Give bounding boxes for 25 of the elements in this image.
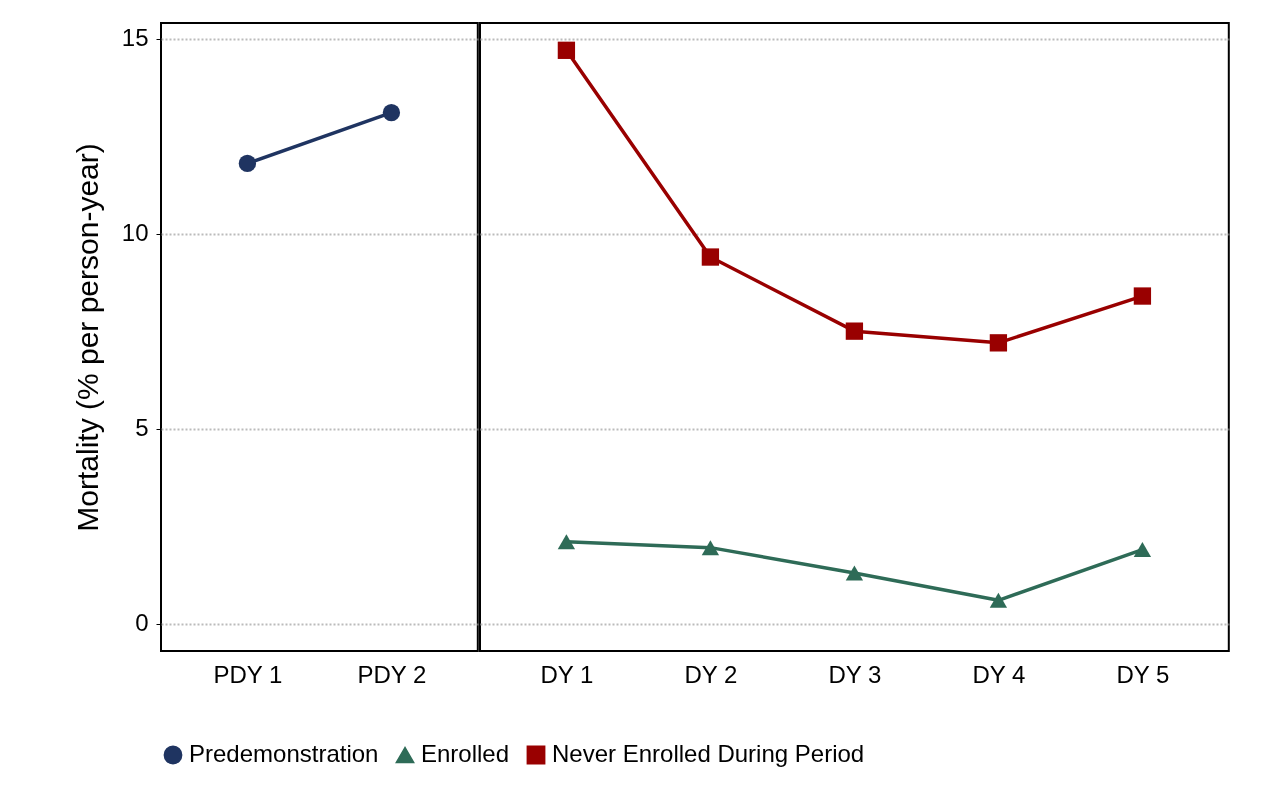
point [845, 565, 864, 581]
point [557, 534, 576, 550]
y-tick-label: 15 [121, 24, 149, 52]
point [1133, 542, 1152, 558]
point [845, 322, 864, 340]
legend-label: Predemonstration [189, 740, 379, 767]
point [989, 334, 1008, 352]
point [1133, 287, 1152, 305]
point [989, 592, 1008, 608]
x-tick-label: DY 5 [1116, 660, 1170, 688]
point [701, 248, 720, 266]
x-tick-label: DY 4 [972, 660, 1026, 688]
y-tick-label: 5 [135, 414, 149, 442]
y-tick-label: 10 [121, 219, 149, 247]
legend-label: Never Enrolled During Period [552, 740, 865, 767]
x-tick-label: DY 2 [684, 660, 738, 688]
point [701, 540, 720, 556]
legend-label: Enrolled [421, 740, 510, 767]
point [557, 41, 576, 59]
x-tick-label: PDY 2 [357, 660, 427, 688]
y-axis-title: Mortality (% per person-year) [70, 143, 104, 532]
x-tick-label: DY 3 [828, 660, 882, 688]
x-tick-label: DY 1 [540, 660, 594, 688]
x-tick-label: PDY 1 [213, 660, 283, 688]
y-tick-label: 0 [135, 609, 149, 637]
